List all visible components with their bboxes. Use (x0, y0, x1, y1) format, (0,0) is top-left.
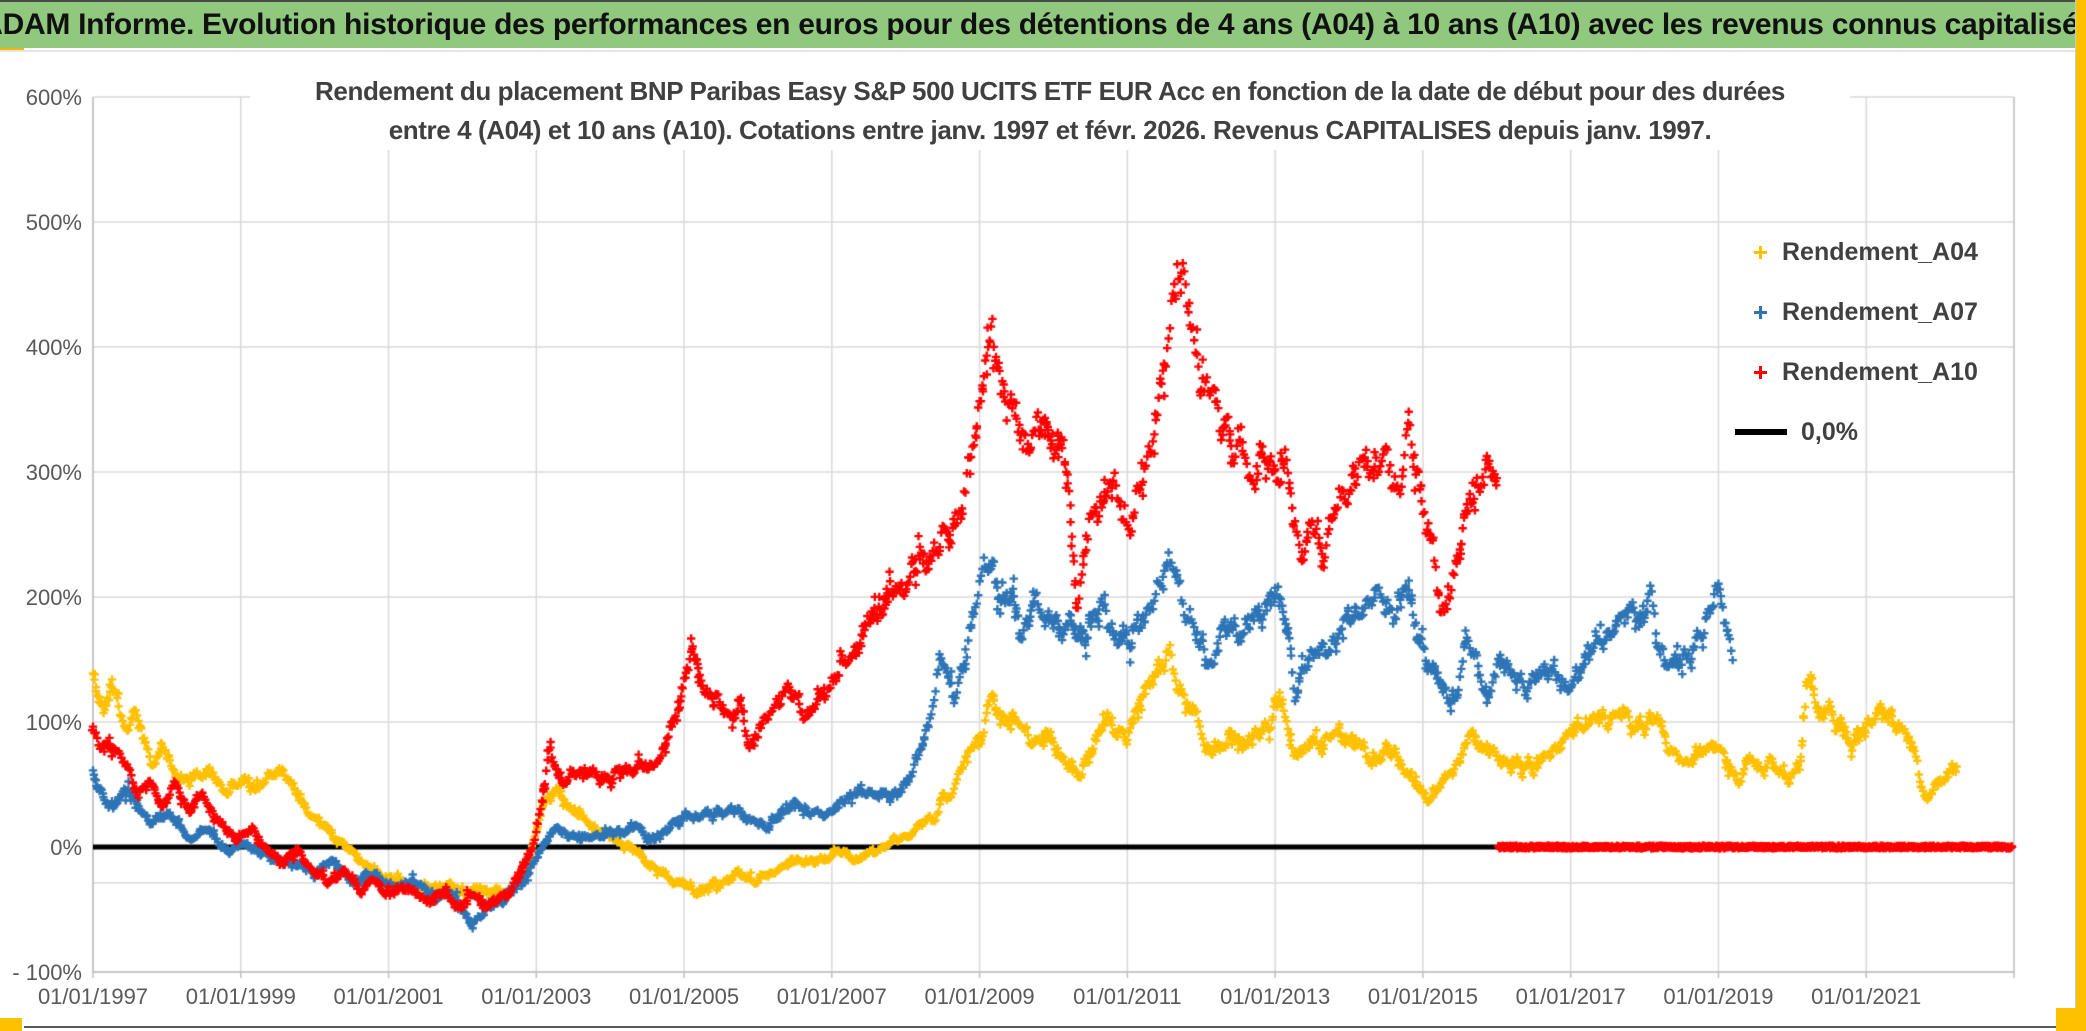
x-axis-label: 01/01/2021 (1811, 984, 1922, 1009)
chart-object[interactable]: Rendement du placement BNP Paribas Easy … (0, 52, 2086, 1026)
y-axis-label: 500% (25, 210, 82, 235)
x-axis-label: 01/01/2019 (1663, 984, 1774, 1009)
gold-accent-bottom-right (2056, 1008, 2086, 1031)
y-axis-label: 300% (25, 460, 82, 485)
legend-label: Rendement_A10 (1782, 357, 1978, 386)
legend-label: Rendement_A04 (1782, 237, 1978, 266)
y-axis-label: 0% (50, 835, 82, 860)
window-bottom-border (24, 1026, 2058, 1028)
y-axis-label: 200% (25, 585, 82, 610)
legend-label: 0,0% (1801, 417, 1858, 446)
x-axis-label: 01/01/2015 (1367, 984, 1478, 1009)
header-divider (0, 50, 2076, 52)
legend-item-rendement-a04[interactable]: Rendement_A04 (1745, 235, 1978, 269)
y-axis-label: - 100% (12, 960, 82, 985)
chart-title-line2: entre 4 (A04) et 10 ans (A10). Cotations… (388, 115, 1712, 145)
y-axis-label: 600% (25, 85, 82, 110)
y-axis-label: 400% (25, 335, 82, 360)
x-axis-label: 01/01/1997 (37, 984, 149, 1009)
chart-title: Rendement du placement BNP Paribas Easy … (250, 72, 1850, 150)
window-right-edge (2075, 0, 2086, 1031)
banner-title: ADAM Informe. Evolution historique des p… (0, 8, 2086, 41)
legend-item-0-0-[interactable]: 0,0% (1735, 415, 1858, 449)
x-axis-label: 01/01/2007 (776, 984, 887, 1009)
plus-marker-icon (1753, 365, 1768, 380)
legend-label: Rendement_A07 (1782, 297, 1978, 326)
plus-marker-icon (1753, 305, 1768, 320)
legend-item-rendement-a07[interactable]: Rendement_A07 (1745, 295, 1978, 329)
zero-line-swatch-icon (1735, 429, 1787, 435)
chart-canvas (0, 52, 2086, 1026)
legend-item-rendement-a10[interactable]: Rendement_A10 (1745, 355, 1978, 389)
chart-title-line1: Rendement du placement BNP Paribas Easy … (315, 76, 1785, 106)
plus-marker-icon (1753, 245, 1768, 260)
window-top-border (0, 0, 2086, 2)
x-axis-label: 01/01/2001 (333, 984, 444, 1009)
x-axis-label: 01/01/2009 (924, 984, 1035, 1009)
x-axis-label: 01/01/2005 (629, 984, 740, 1009)
x-axis-label: 01/01/2011 (1073, 984, 1182, 1009)
x-axis-label: 01/01/2013 (1220, 984, 1331, 1009)
title-banner: ADAM Informe. Evolution historique des p… (0, 2, 2086, 48)
x-axis-label: 01/01/2003 (481, 984, 592, 1009)
x-axis-label: 01/01/1999 (185, 984, 296, 1009)
gold-accent-bottom-left (0, 1018, 22, 1031)
x-axis-label: 01/01/2017 (1515, 984, 1626, 1009)
y-axis-label: 100% (25, 710, 82, 735)
